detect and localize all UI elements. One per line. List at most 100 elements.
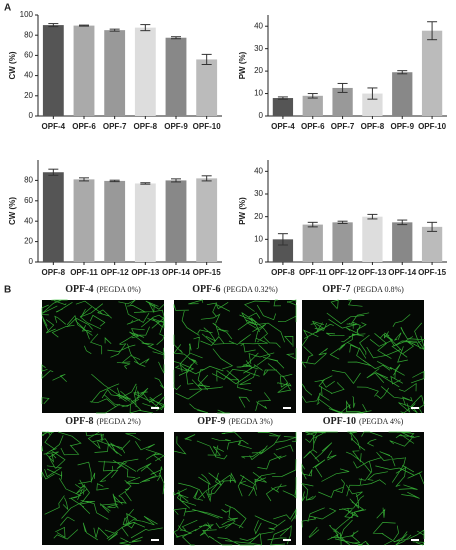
image-caption: OPF-9 (PEGDA 3%) [197, 416, 273, 427]
image-caption: OPF-4 (PEGDA 0%) [65, 284, 141, 295]
sample-detail: (PEGDA 0.32%) [224, 285, 279, 294]
x-tick-label: OPF-15 [418, 268, 447, 277]
sample-name: OPF-4 [65, 284, 93, 295]
bar [332, 222, 353, 262]
x-tick-label: OPF-10 [193, 122, 222, 131]
image-caption: OPF-8 (PEGDA 2%) [65, 416, 141, 427]
error-bar [337, 220, 348, 224]
x-tick-label: OPF-12 [329, 268, 358, 277]
sample-detail: (PEGDA 2%) [97, 417, 142, 426]
scale-bar [151, 407, 159, 409]
x-tick-label: OPF-10 [418, 122, 447, 131]
bar [104, 30, 126, 116]
y-axis-label: PW (%) [238, 197, 247, 225]
y-tick-label: 40 [254, 21, 263, 30]
scale-bar [151, 539, 159, 541]
y-tick-label: 20 [254, 212, 263, 221]
fibers [173, 431, 297, 546]
image-caption: OPF-7 (PEGDA 0.8%) [322, 284, 404, 295]
y-tick-label: 20 [24, 91, 33, 100]
x-tick-label: OPF-8 [134, 122, 158, 131]
bar [42, 25, 64, 117]
x-tick-label: OPF-7 [331, 122, 355, 131]
fibers [41, 431, 165, 546]
x-tick-label: OPF-6 [301, 122, 325, 131]
bar [362, 216, 383, 262]
y-tick-label: 20 [254, 66, 263, 75]
fibers [41, 299, 165, 414]
scale-bar [411, 539, 419, 541]
y-tick-label: 80 [24, 30, 33, 39]
error-bar [307, 221, 318, 228]
y-tick-label: 10 [254, 89, 263, 98]
fibers [301, 431, 425, 546]
x-tick-label: OPF-9 [390, 122, 414, 131]
error-bar [277, 96, 288, 100]
x-tick-label: OPF-14 [162, 268, 191, 277]
y-tick-label: 40 [254, 166, 263, 175]
bar [421, 226, 443, 262]
error-bar [140, 24, 151, 32]
y-tick-label: 40 [24, 216, 33, 225]
bar [302, 95, 323, 116]
fibers [301, 299, 426, 414]
error-bar [427, 21, 438, 41]
y-tick-label: 0 [259, 111, 264, 120]
x-tick-label: OPF-13 [358, 268, 387, 277]
micrograph [174, 300, 296, 413]
x-tick-label: OPF-14 [388, 268, 417, 277]
bar [196, 59, 218, 116]
error-bar [109, 179, 120, 183]
y-axis-label: CW (%) [8, 51, 17, 79]
scale-bar [283, 407, 291, 409]
sample-detail: (PEGDA 3%) [229, 417, 274, 426]
bar [332, 87, 353, 116]
y-tick-label: 40 [24, 71, 33, 80]
x-tick-label: OPF-4 [42, 122, 66, 131]
x-tick-label: OPF-6 [72, 122, 96, 131]
y-tick-label: 10 [254, 234, 263, 243]
error-bar [79, 24, 89, 27]
micrograph [174, 432, 296, 545]
x-tick-label: OPF-4 [271, 122, 295, 131]
error-bar [171, 178, 181, 183]
error-bar [337, 82, 348, 93]
y-tick-label: 0 [259, 257, 264, 266]
sample-name: OPF-7 [322, 284, 350, 295]
x-tick-label: OPF-8 [42, 268, 66, 277]
micrograph [42, 432, 164, 545]
sample-detail: (PEGDA 0.8%) [354, 285, 405, 294]
y-axis-label: CW (%) [8, 197, 17, 225]
panel-label: A [4, 3, 11, 14]
x-tick-label: OPF-11 [70, 268, 98, 277]
bar [42, 172, 64, 262]
micrograph [302, 300, 424, 413]
scale-bar [411, 407, 419, 409]
x-tick-label: OPF-13 [131, 268, 160, 277]
error-bar [201, 175, 212, 182]
x-tick-label: OPF-7 [103, 122, 127, 131]
sample-name: OPF-9 [197, 416, 225, 427]
x-tick-label: OPF-9 [164, 122, 188, 131]
error-bar [171, 36, 181, 40]
bar [134, 183, 156, 262]
bar [302, 224, 323, 262]
error-bar [109, 28, 120, 32]
bar [165, 180, 187, 262]
error-bar [367, 213, 378, 220]
error-bar [48, 168, 59, 176]
bar [362, 93, 383, 116]
y-tick-label: 0 [29, 257, 34, 266]
error-bar [79, 177, 89, 182]
image-caption: OPF-10 (PEGDA 4%) [323, 416, 404, 427]
y-tick-label: 30 [254, 44, 263, 53]
y-tick-label: 80 [24, 176, 33, 185]
error-bar [397, 219, 408, 226]
error-bar [201, 53, 212, 65]
bar [165, 37, 187, 116]
error-bar [307, 93, 318, 99]
bar [196, 178, 218, 262]
bar [421, 30, 443, 116]
y-tick-label: 60 [24, 51, 33, 60]
bar [272, 239, 294, 262]
